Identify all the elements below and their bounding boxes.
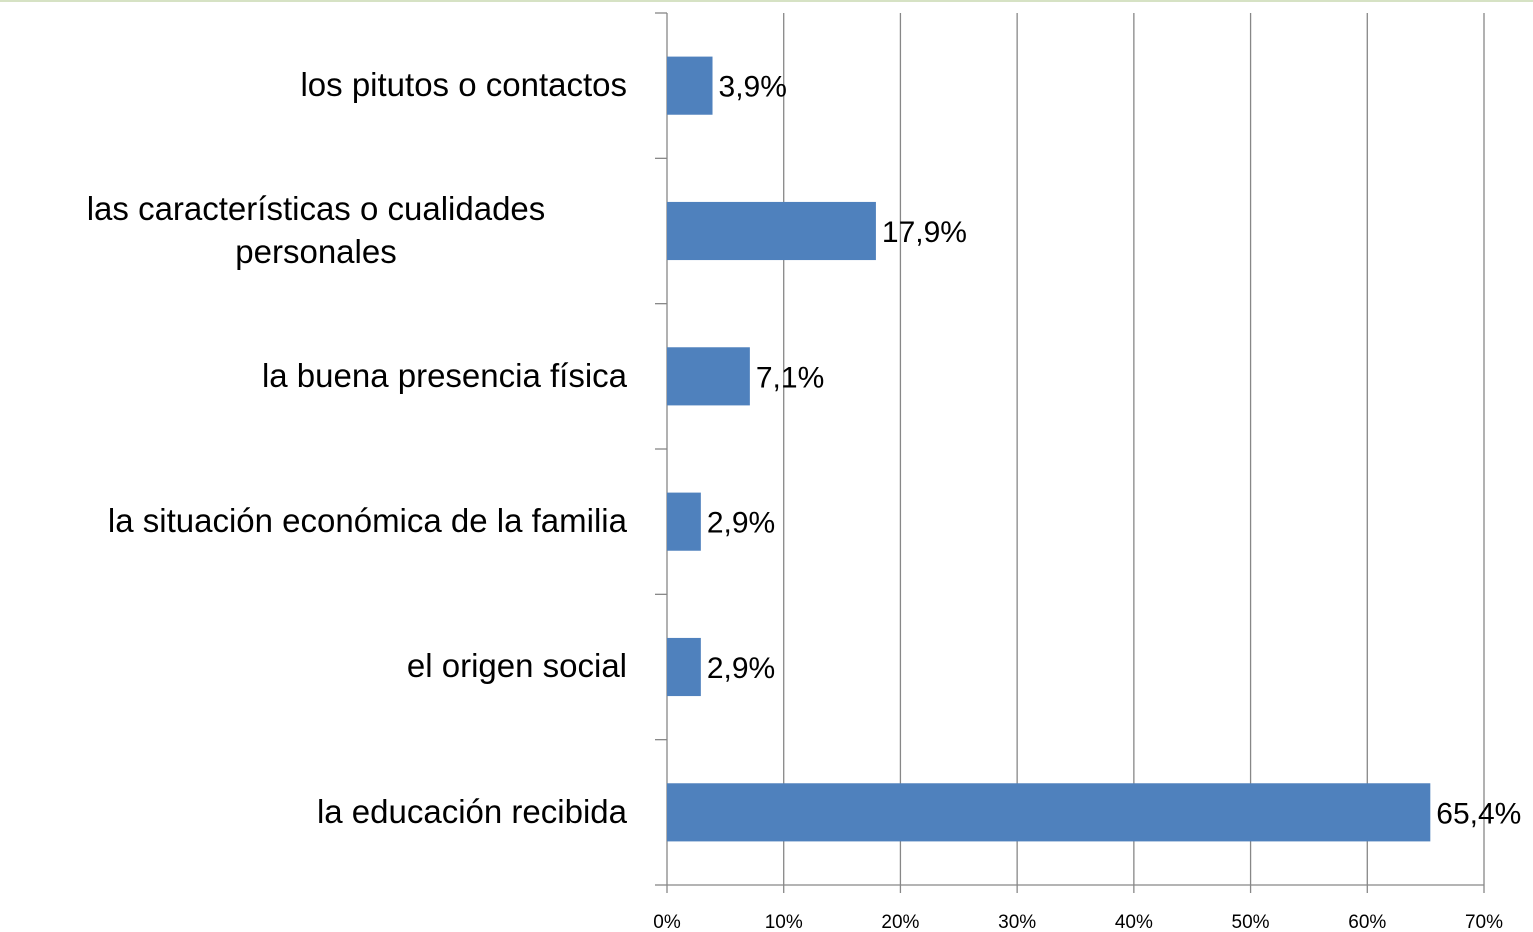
y-tick-label: el origen social xyxy=(406,647,627,685)
x-tick-label: 30% xyxy=(998,912,1036,932)
data-label: 7,1% xyxy=(756,361,824,394)
x-tick-label: 70% xyxy=(1465,912,1503,932)
category-row: la situación económica de la familia xyxy=(0,449,627,594)
x-tick-label: 50% xyxy=(1232,912,1270,932)
bar xyxy=(667,347,750,406)
category-row: el origen social xyxy=(0,594,627,739)
y-tick-label: la educación recibida xyxy=(316,792,627,830)
bar xyxy=(667,56,713,115)
bar xyxy=(667,201,876,261)
data-label: 2,9% xyxy=(707,507,775,540)
bar xyxy=(667,492,701,551)
y-tick-label: los pitutos o contactos xyxy=(300,66,627,104)
category-row: la educación recibida xyxy=(0,740,627,885)
x-tick-label: 60% xyxy=(1348,912,1386,932)
bar xyxy=(667,783,1431,842)
data-label: 65,4% xyxy=(1436,797,1521,830)
data-label: 17,9% xyxy=(882,216,967,249)
data-label: 3,9% xyxy=(719,71,787,104)
x-tick-label: 20% xyxy=(881,912,919,932)
category-row: las características o cualidades persona… xyxy=(0,158,627,303)
category-row: los pitutos o contactos xyxy=(0,13,627,158)
x-tick-label: 40% xyxy=(1115,912,1153,932)
x-tick-label: 0% xyxy=(653,912,681,932)
y-tick-label: la situación económica de la familia xyxy=(107,502,627,540)
y-tick-label: las características o cualidades persona… xyxy=(86,189,546,270)
category-row: la buena presencia física xyxy=(0,304,627,449)
data-label: 2,9% xyxy=(707,652,775,685)
x-tick-label: 10% xyxy=(765,912,803,932)
bar xyxy=(667,637,701,697)
y-tick-label: la buena presencia física xyxy=(261,356,627,394)
